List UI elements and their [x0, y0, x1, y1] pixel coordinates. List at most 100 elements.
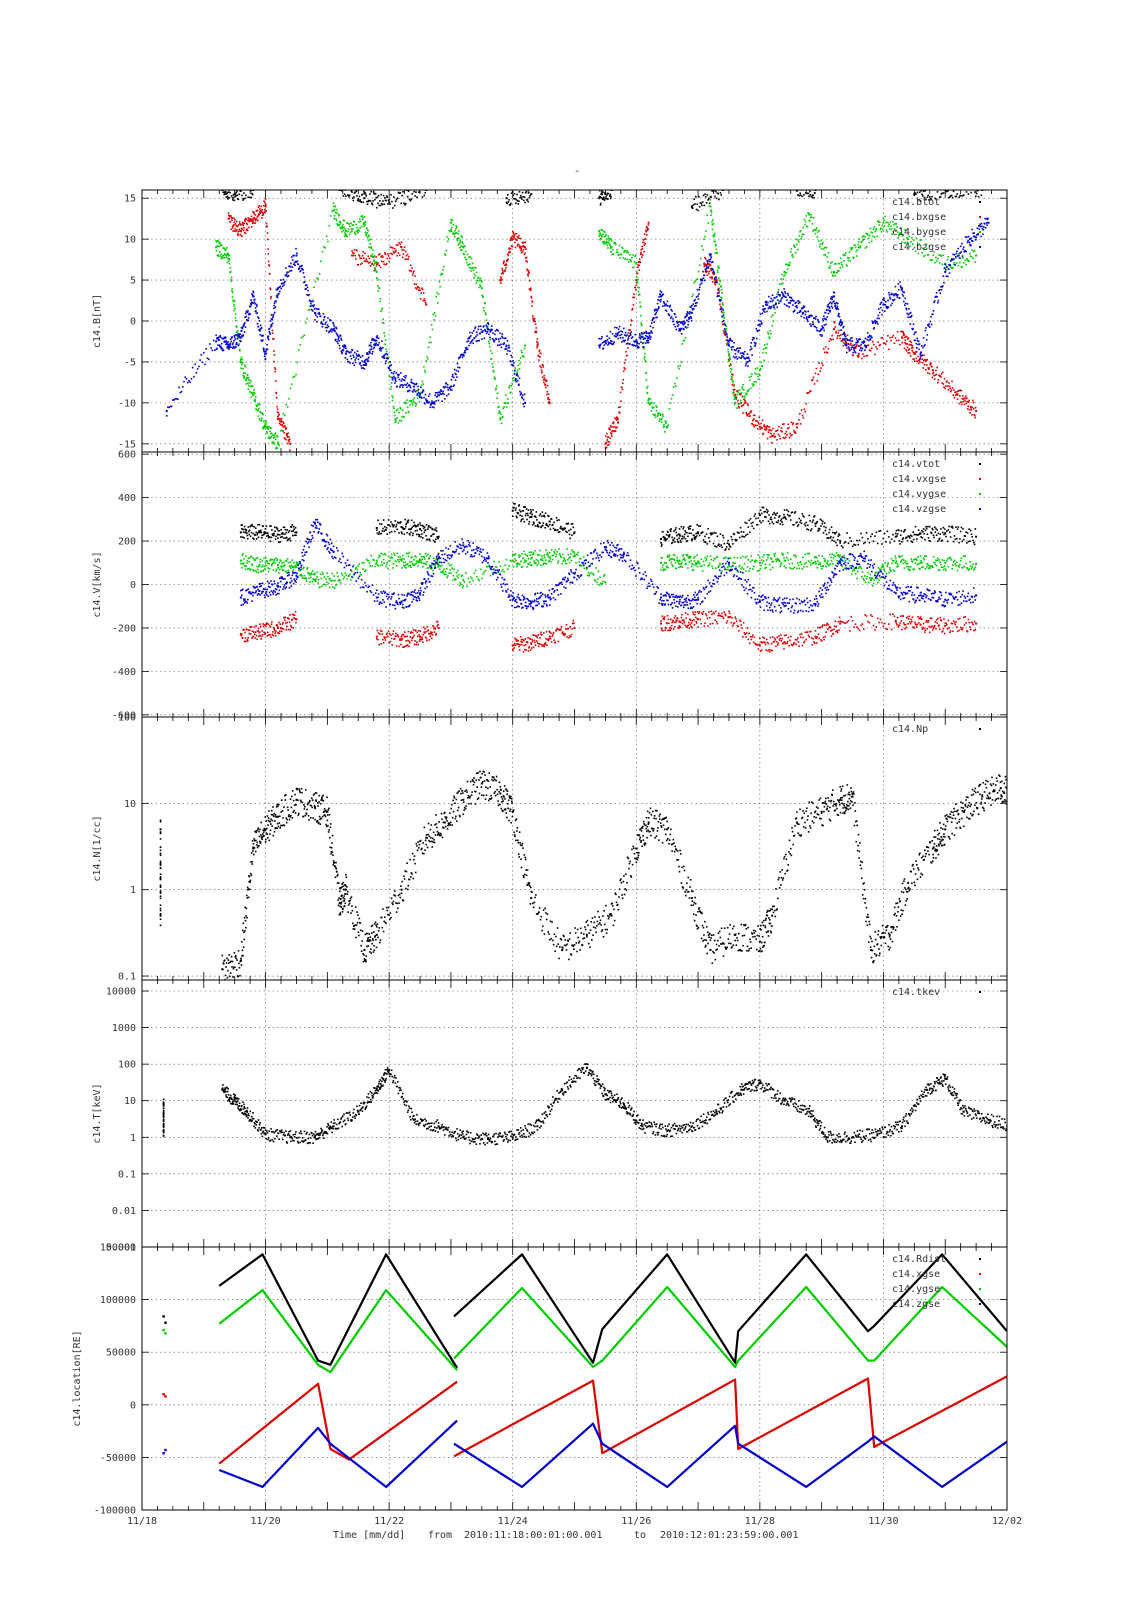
data-point: [262, 426, 265, 429]
data-point: [962, 195, 964, 197]
data-point: [603, 340, 606, 343]
data-point: [275, 391, 278, 394]
data-point: [894, 222, 896, 225]
data-point: [969, 252, 971, 255]
data-point: [643, 233, 646, 235]
data-point: [462, 353, 465, 356]
data-point: [406, 406, 409, 408]
data-point: [827, 305, 829, 308]
data-point: [288, 435, 290, 438]
data-point: [518, 237, 521, 239]
data-point: [605, 196, 607, 198]
data-point: [765, 346, 768, 349]
data-point: [241, 188, 243, 190]
data-point: [250, 299, 252, 301]
data-point: [283, 281, 286, 284]
data-point: [616, 426, 618, 429]
data-point: [804, 184, 806, 186]
data-point: [372, 249, 374, 252]
data-point: [734, 395, 736, 398]
data-point: [748, 376, 751, 378]
data-point: [538, 349, 541, 352]
data-point: [927, 324, 929, 326]
data-point: [347, 194, 350, 196]
data-point: [945, 381, 948, 383]
data-point: [615, 243, 617, 246]
data-point: [854, 347, 857, 350]
data-point: [373, 263, 375, 266]
data-point: [606, 436, 609, 439]
data-point: [427, 402, 430, 404]
data-point: [975, 410, 978, 413]
data-point: [736, 348, 738, 350]
data-point: [919, 352, 922, 355]
data-point: [275, 535, 277, 538]
data-point: [660, 291, 663, 294]
data-point: [246, 228, 248, 230]
data-point: [355, 357, 357, 359]
data-point: [257, 206, 260, 209]
data-point: [230, 195, 233, 197]
data-point: [300, 267, 303, 270]
data-point: [424, 300, 426, 302]
data-point: [400, 420, 403, 422]
data-point: [803, 194, 805, 196]
data-point: [514, 367, 516, 369]
data-point: [789, 302, 791, 304]
data-point: [318, 313, 321, 315]
data-point: [720, 288, 723, 291]
data-point: [505, 263, 508, 265]
data-point: [230, 278, 232, 281]
data-point: [836, 337, 838, 340]
data-point: [510, 391, 512, 394]
data-point: [408, 198, 411, 201]
data-point: [821, 362, 823, 365]
data-point: [256, 216, 259, 218]
data-point: [227, 198, 229, 200]
data-point: [472, 267, 474, 269]
data-point: [855, 338, 858, 340]
data-point: [808, 392, 810, 394]
data-point: [768, 306, 771, 309]
data-point: [234, 223, 237, 225]
data-point: [419, 393, 422, 395]
data-point: [250, 392, 253, 394]
data-point: [486, 325, 488, 328]
data-point: [680, 328, 683, 330]
data-point: [824, 318, 827, 321]
data-point: [797, 302, 800, 305]
data-point: [511, 238, 514, 241]
data-point: [696, 203, 699, 206]
data-point: [893, 294, 895, 297]
data-point: [544, 383, 546, 386]
data-point: [515, 380, 518, 383]
data-point: [771, 300, 773, 303]
data-point: [401, 415, 403, 418]
data-point: [251, 192, 253, 195]
data-point: [873, 236, 876, 239]
data-point: [766, 343, 769, 345]
data-point: [913, 339, 916, 342]
data-point: [660, 421, 663, 424]
data-point: [611, 430, 613, 433]
data-point: [233, 221, 236, 224]
data-point: [365, 233, 367, 235]
data-point: [852, 346, 854, 348]
data-point: [836, 305, 839, 308]
data-point: [541, 376, 544, 379]
data-point: [254, 214, 257, 216]
data-point: [371, 350, 374, 353]
data-point: [614, 430, 617, 432]
data-point: [669, 306, 671, 308]
data-point: [669, 402, 672, 405]
data-point: [258, 523, 261, 526]
data-point: [221, 257, 224, 259]
data-point: [226, 342, 228, 344]
data-point: [272, 315, 275, 317]
data-point: [618, 412, 621, 414]
data-point: [819, 370, 821, 372]
data-point: [964, 400, 966, 402]
data-point: [608, 187, 610, 189]
data-point: [915, 331, 917, 334]
data-point: [467, 340, 470, 342]
